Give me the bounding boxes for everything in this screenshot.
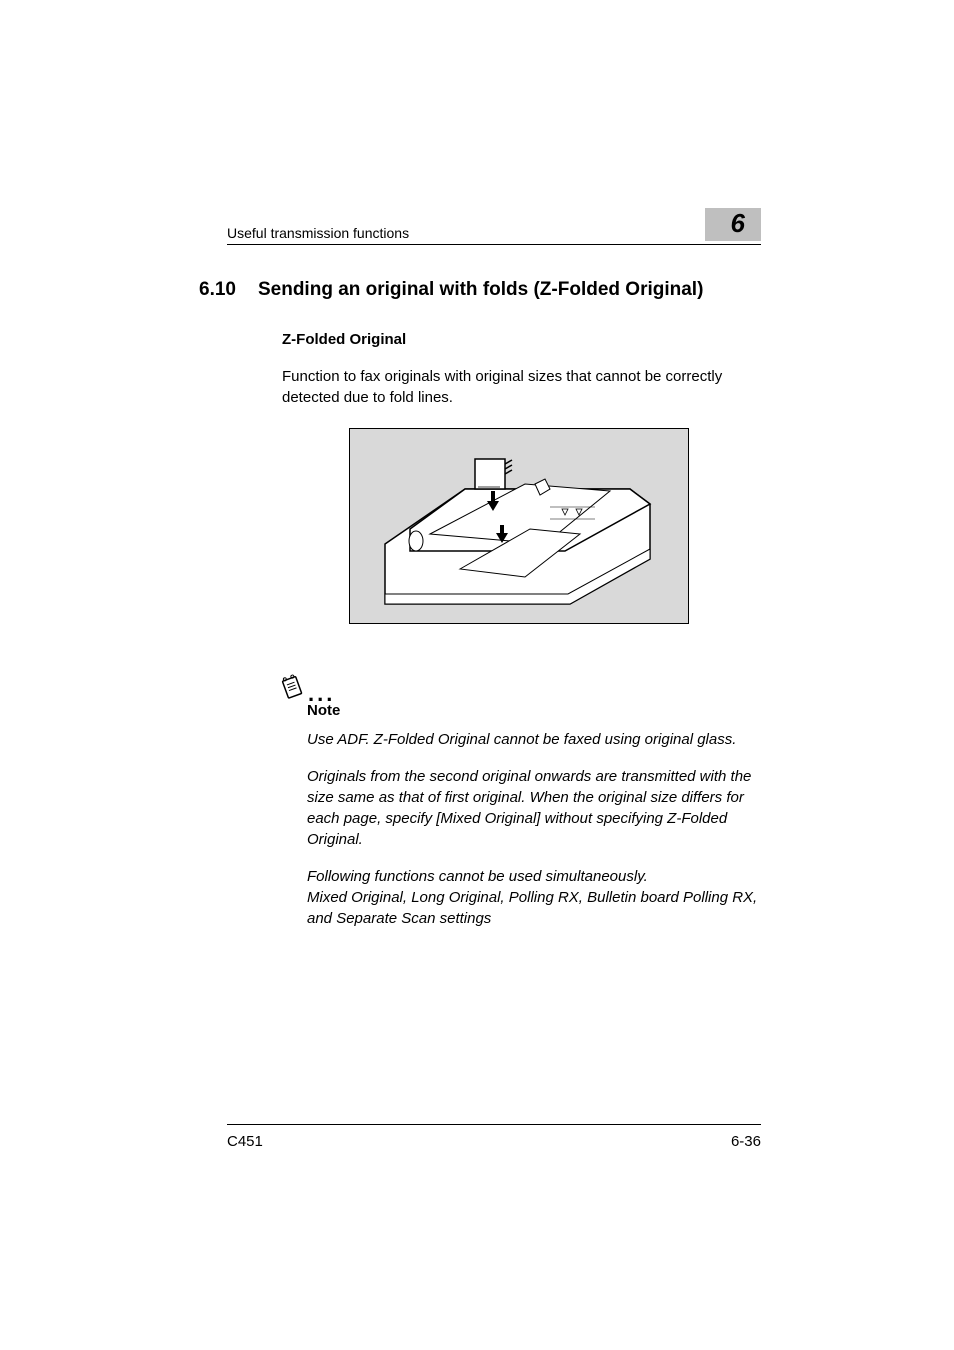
note-icon [278,671,308,703]
header-divider [227,244,761,245]
chapter-number-badge: 6 [705,208,761,241]
note-paragraph-3: Following functions cannot be used simul… [307,866,761,929]
footer-page-number: 6-36 [731,1133,761,1150]
adf-illustration [349,428,689,624]
footer-divider [227,1124,761,1125]
adf-device-drawing [350,429,690,625]
section-title: Sending an original with folds (Z-Folded… [258,279,703,301]
footer-model: C451 [227,1133,263,1150]
note-label: Note [307,702,761,719]
section-number: 6.10 [199,279,236,301]
description-text: Function to fax originals with original … [282,366,761,408]
note-paragraph-2: Originals from the second original onwar… [307,766,761,850]
sub-heading: Z-Folded Original [282,331,761,348]
note-paragraph-1: Use ADF. Z-Folded Original cannot be fax… [307,729,761,750]
note-ellipsis: ... [308,692,335,700]
breadcrumb: Useful transmission functions [227,225,409,241]
